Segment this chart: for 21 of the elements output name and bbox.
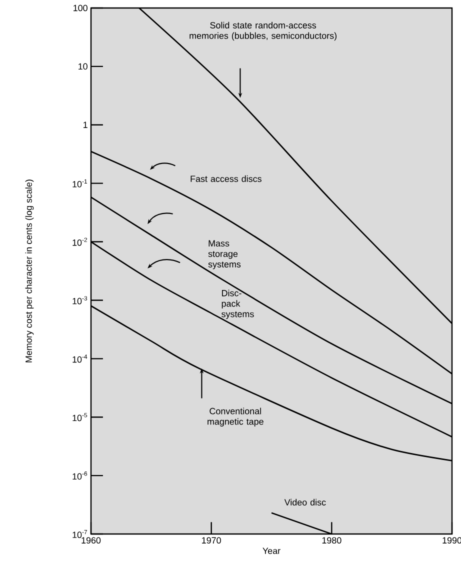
series-label: Mass storage systems (208, 240, 241, 270)
x-tick-label: 1970 (202, 537, 221, 544)
y-tick-label: 1 (84, 122, 88, 128)
series-label: Video disc (284, 498, 326, 506)
x-tick-label: 1960 (82, 537, 101, 544)
y-axis-title: Memory cost per character in cents (log scale) (25, 180, 34, 362)
series-label: Solid state random-access memories (bubbles, semiconductors) (190, 22, 336, 41)
y-tick-label: 10 (78, 63, 88, 70)
x-tick-label: 1980 (322, 537, 342, 544)
y-tick-label: 10$^{-5}$ (72, 413, 88, 422)
y-tick-label: 10$^{-1}$ (72, 179, 88, 188)
series-label: Disc-pack systems (222, 290, 254, 319)
series-label: Fast access discs (190, 175, 262, 182)
y-tick-label: 10$^{-6}$ (72, 472, 88, 480)
series-label: Conventional magnetic tape (208, 408, 264, 427)
y-tick-label: 10$^{-3}$ (72, 296, 88, 304)
x-axis-title: Year (262, 548, 280, 554)
y-tick-label: 10$^{-2}$ (72, 238, 88, 246)
y-tick-label: 100 (74, 4, 88, 12)
y-tick-label: 10$^{-7}$ (72, 530, 88, 538)
y-tick-label: 10$^{-4}$ (72, 354, 88, 363)
